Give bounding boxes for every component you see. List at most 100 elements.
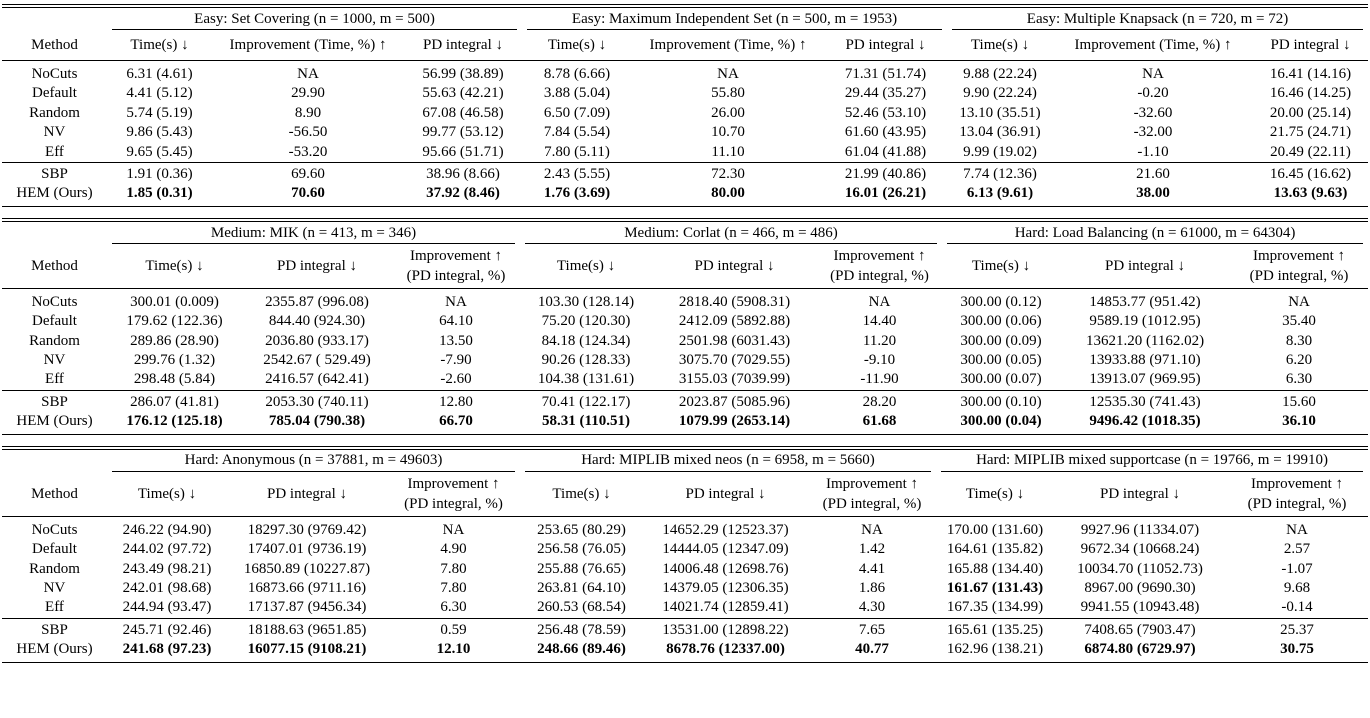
cell: 179.62 (122.36): [126, 313, 223, 330]
header-line: Time(s) ↓: [547, 37, 607, 54]
group-title: Hard: MIPLIB mixed supportcase (n = 1976…: [941, 451, 1363, 472]
column-header: PD integral ↓: [242, 245, 392, 289]
cell: 165.61 (135.25): [936, 617, 1054, 641]
header-line: Improvement ↑: [833, 248, 926, 265]
cell: 1.86: [858, 579, 886, 596]
cell: 16077.15 (9108.21): [247, 641, 367, 658]
cell: 55.63 (42.21): [422, 85, 504, 102]
cell: 7.80: [440, 560, 467, 577]
cell: 13.04 (36.91): [959, 124, 1041, 141]
column-header: Improvement (Time, %) ↑: [1053, 32, 1254, 61]
data-row: Default 179.62 (122.36) 844.40 (924.30) 64.…: [2, 312, 1368, 331]
method-name: SBP: [2, 617, 107, 641]
cell: 300.01 (0.009): [130, 293, 219, 310]
cell: 58.31 (110.51): [542, 413, 630, 430]
cell: 2036.80 (933.17): [265, 332, 369, 349]
cell: 13531.00 (12898.22): [643, 617, 808, 641]
cell: 71.31 (51.74): [844, 66, 927, 82]
header-line: Improvement (Time, %) ↑: [649, 37, 807, 54]
cell: 13621.20 (1162.02): [1085, 332, 1205, 349]
cell: 12535.30 (741.43): [1060, 389, 1231, 413]
cell: 12.80: [392, 389, 520, 413]
cell: 13933.88 (971.10): [1089, 352, 1201, 369]
cell: 90.26 (128.33): [541, 352, 631, 369]
cell: 16.45 (16.62): [1253, 162, 1369, 185]
group-title-cell: Easy: Set Covering (n = 1000, m = 500): [107, 6, 522, 32]
header-line: Time(s) ↓: [965, 485, 1025, 502]
group-title-cell: Medium: MIK (n = 413, m = 346): [107, 220, 520, 246]
cell: 14379.05 (12306.35): [662, 579, 789, 596]
cell: 6.30: [1285, 371, 1313, 388]
cell: 15.60: [1230, 389, 1369, 413]
method-header: Method: [2, 473, 107, 517]
cell: 38.96 (8.66): [404, 162, 523, 185]
cell: 2355.87 (996.08): [265, 293, 369, 310]
header-line: Time(s) ↓: [130, 37, 189, 54]
cell: 244.02 (97.72): [122, 541, 212, 558]
cell: 8967.00 (9690.30): [1084, 579, 1196, 596]
cell: 1.76 (3.69): [543, 185, 611, 202]
header-line: PD integral ↓: [845, 37, 926, 54]
cell: 2412.09 (5892.88): [678, 313, 791, 330]
cell: 0.59: [387, 617, 520, 641]
cell: 13.50: [439, 332, 473, 349]
method-name: NV: [43, 579, 66, 596]
cell: 4.41 (5.12): [126, 85, 193, 102]
group-title: Hard: MIPLIB mixed neos (n = 6958, m = 5…: [525, 451, 931, 472]
group-title: Hard: Anonymous (n = 37881, m = 49603): [112, 451, 515, 472]
spacer: [2, 6, 107, 32]
method-name: Random: [29, 104, 80, 121]
data-row: Random 5.74 (5.19) 8.90 67.08 (46.58) 6.50 (…: [2, 104, 1368, 123]
header-line: Time(s) ↓: [552, 485, 611, 502]
column-header: Improvement ↑ (PD integral, %): [392, 245, 520, 289]
group-title-cell: Medium: Corlat (n = 466, m = 486): [520, 220, 942, 246]
method-header: Method: [2, 32, 107, 61]
cell: NA: [1142, 66, 1164, 82]
cell: 29.44 (35.27): [844, 85, 927, 102]
cell: NA: [1288, 293, 1310, 310]
cell: 7.80: [440, 579, 467, 596]
cell: 300.00 (0.04): [960, 413, 1042, 430]
table-body: Easy: Set Covering (n = 1000, m = 500) Ea…: [2, 6, 1369, 206]
header-row: Method Time(s) ↓ Improvement (Time, %) ↑ PD…: [2, 32, 1369, 61]
cell: 167.35 (134.99): [946, 599, 1044, 616]
table-body: Hard: Anonymous (n = 37881, m = 49603) Ha…: [2, 448, 1368, 662]
cell: 286.07 (41.81): [107, 389, 242, 413]
cell: 55.80: [711, 85, 745, 102]
cell: 300.00 (0.10): [942, 389, 1061, 413]
cell: -32.60: [1133, 104, 1173, 121]
cell: 103.30 (128.14): [537, 293, 635, 310]
cell: 9.90 (22.24): [963, 85, 1037, 102]
cell: NA: [717, 66, 739, 82]
header-line: Time(s) ↓: [971, 258, 1031, 275]
method-name: Default: [32, 541, 77, 558]
cell: 785.04 (790.38): [268, 413, 366, 430]
cell: 9496.42 (1018.35): [1089, 413, 1201, 430]
cell: -7.90: [440, 352, 472, 369]
cell: 61.68: [862, 413, 897, 430]
cell: 7408.65 (7903.47): [1054, 617, 1226, 641]
cell: 176.12 (125.18): [126, 413, 223, 430]
cell: 13.63 (9.63): [1273, 185, 1348, 202]
cell: -56.50: [288, 124, 328, 141]
cell: 3.88 (5.04): [543, 85, 611, 102]
cell: 7.65: [808, 617, 936, 641]
method-name: Default: [32, 85, 77, 102]
cell: 11.10: [711, 143, 745, 160]
cell: 5.74 (5.19): [126, 104, 193, 121]
cell: 6.13 (9.61): [966, 185, 1034, 202]
cell: 14006.48 (12698.76): [662, 560, 789, 577]
cell: NA: [297, 66, 319, 82]
header-line: (PD integral, %): [404, 495, 503, 512]
cell: 241.68 (97.23): [122, 641, 212, 658]
cell: 80.00: [711, 185, 745, 202]
header-line: Improvement ↑: [825, 476, 919, 493]
group-title: Medium: MIK (n = 413, m = 346): [112, 224, 515, 245]
cell: 84.18 (124.34): [541, 332, 631, 349]
method-name: NoCuts: [31, 521, 78, 538]
header-line: Time(s) ↓: [145, 258, 204, 275]
cell: 16873.66 (9711.16): [247, 579, 367, 596]
group-title-row: Easy: Set Covering (n = 1000, m = 500) Ea…: [2, 6, 1368, 32]
cell: 20.49 (22.11): [1270, 143, 1351, 160]
cell: 2542.67 ( 529.49): [263, 352, 371, 369]
